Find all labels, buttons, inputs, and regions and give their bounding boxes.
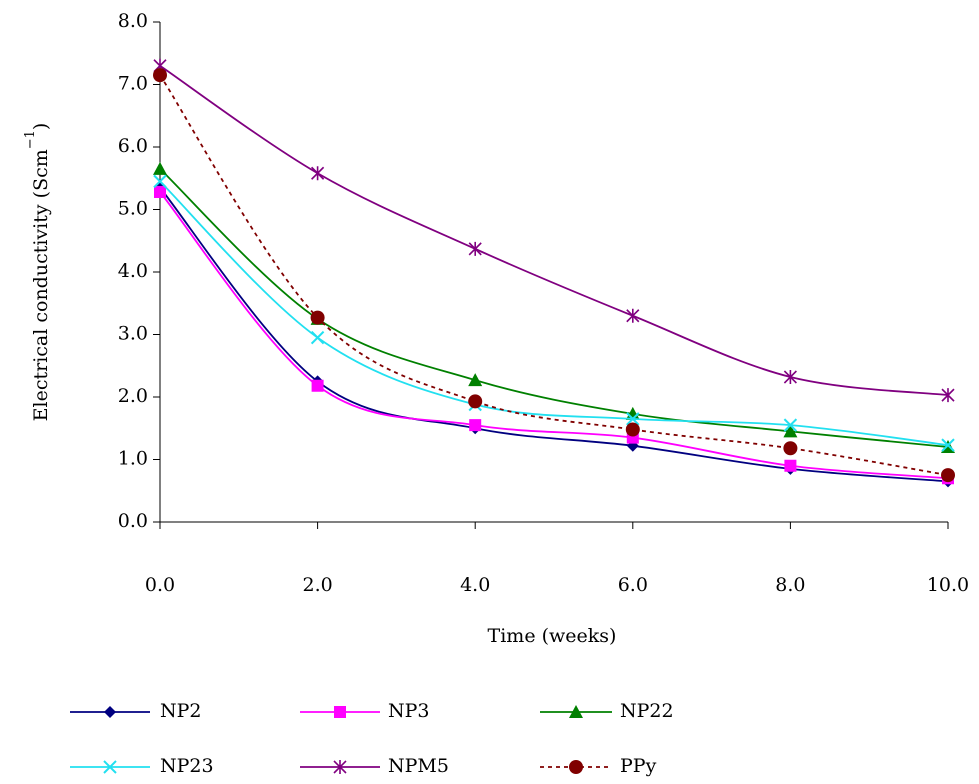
data-point — [153, 174, 167, 189]
y-tick-label: 0.0 — [118, 510, 148, 532]
legend-label: NP3 — [388, 700, 430, 722]
legend-label: NP22 — [620, 700, 674, 722]
series-line — [159, 74, 949, 477]
legend-label: PPy — [620, 755, 657, 777]
legend-marker — [103, 760, 117, 774]
legend-marker — [104, 706, 116, 718]
data-point — [941, 468, 955, 483]
series-line — [159, 65, 949, 397]
series-line — [159, 180, 949, 447]
x-tick-label: 10.0 — [927, 574, 969, 596]
data-point — [468, 394, 483, 409]
legend-marker — [333, 760, 347, 774]
y-tick-label: 1.0 — [118, 448, 148, 470]
data-point — [784, 459, 797, 472]
data-point — [468, 373, 483, 387]
data-point — [625, 422, 640, 437]
series-line — [159, 168, 949, 448]
x-tick-label: 4.0 — [460, 574, 490, 596]
data-point — [783, 370, 797, 384]
series-line — [159, 191, 949, 480]
data-point — [311, 379, 324, 392]
data-point — [941, 438, 955, 452]
data-point — [783, 424, 798, 438]
legend-marker — [569, 705, 583, 718]
data-point — [153, 161, 167, 175]
y-tick-label: 4.0 — [118, 260, 148, 282]
legend-marker — [334, 706, 346, 718]
legend-label: NP23 — [160, 755, 214, 777]
data-point — [783, 418, 798, 432]
data-point — [941, 388, 955, 403]
series-line — [159, 187, 949, 483]
y-tick-label: 3.0 — [118, 323, 148, 345]
x-tick-label: 6.0 — [618, 574, 648, 596]
y-axis-title-close: ) — [30, 123, 52, 130]
data-point — [626, 412, 640, 426]
legend-label: NPM5 — [388, 755, 449, 777]
y-tick-label: 7.0 — [118, 73, 148, 95]
data-point — [783, 441, 798, 456]
x-tick-label: 8.0 — [775, 574, 805, 596]
y-tick-label: 5.0 — [118, 198, 148, 220]
y-axis-title-sup: −1 — [23, 130, 38, 149]
y-tick-label: 2.0 — [118, 385, 148, 407]
y-tick-label: 8.0 — [118, 10, 148, 32]
y-tick-label: 6.0 — [118, 135, 148, 157]
legend-marker — [569, 760, 583, 774]
data-point — [154, 186, 166, 198]
x-tick-label: 0.0 — [145, 574, 175, 596]
data-point — [311, 166, 325, 181]
data-point — [626, 308, 640, 323]
y-axis-title: Electrical conductivity (Scm−1) — [23, 123, 53, 422]
data-point — [469, 419, 482, 432]
data-point — [153, 68, 167, 83]
data-point — [310, 330, 325, 345]
x-axis-title: Time (weeks) — [488, 625, 617, 647]
x-tick-label: 2.0 — [302, 574, 332, 596]
legend-label: NP2 — [160, 700, 202, 722]
y-axis-title-text: Electrical conductivity (Scm — [30, 149, 52, 421]
data-point — [310, 310, 325, 325]
data-point — [468, 241, 482, 256]
